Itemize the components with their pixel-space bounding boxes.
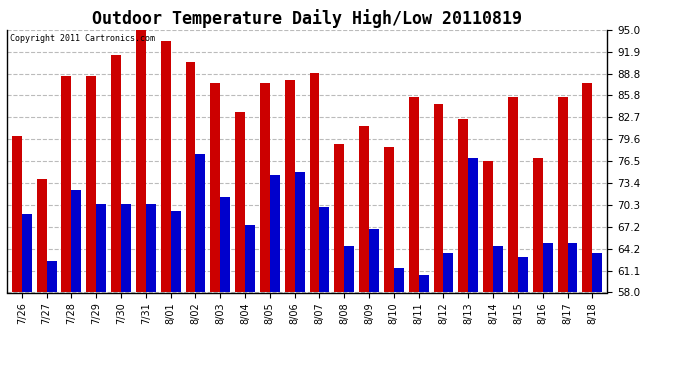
- Bar: [22, 214, 32, 292]
- Bar: [37, 179, 47, 292]
- Bar: [260, 83, 270, 292]
- Bar: [220, 197, 230, 292]
- Bar: [469, 158, 478, 292]
- Bar: [170, 211, 181, 292]
- Bar: [210, 83, 220, 292]
- Bar: [558, 98, 567, 292]
- Bar: [483, 161, 493, 292]
- Bar: [384, 147, 394, 292]
- Bar: [493, 246, 503, 292]
- Bar: [161, 40, 170, 292]
- Bar: [71, 190, 81, 292]
- Bar: [533, 158, 543, 292]
- Bar: [419, 275, 428, 292]
- Bar: [518, 257, 528, 292]
- Bar: [408, 98, 419, 292]
- Bar: [592, 254, 602, 292]
- Bar: [369, 229, 379, 292]
- Bar: [344, 246, 354, 292]
- Bar: [295, 172, 304, 292]
- Bar: [285, 80, 295, 292]
- Bar: [47, 261, 57, 292]
- Bar: [359, 126, 369, 292]
- Bar: [245, 225, 255, 292]
- Bar: [96, 204, 106, 292]
- Bar: [270, 176, 279, 292]
- Bar: [394, 268, 404, 292]
- Bar: [86, 76, 96, 292]
- Bar: [335, 144, 344, 292]
- Bar: [458, 118, 469, 292]
- Bar: [195, 154, 206, 292]
- Bar: [235, 112, 245, 292]
- Bar: [12, 136, 22, 292]
- Bar: [310, 73, 319, 292]
- Title: Outdoor Temperature Daily High/Low 20110819: Outdoor Temperature Daily High/Low 20110…: [92, 9, 522, 28]
- Bar: [319, 207, 329, 292]
- Bar: [61, 76, 71, 292]
- Text: Copyright 2011 Cartronics.com: Copyright 2011 Cartronics.com: [10, 34, 155, 43]
- Bar: [567, 243, 578, 292]
- Bar: [582, 83, 592, 292]
- Bar: [121, 204, 131, 292]
- Bar: [146, 204, 156, 292]
- Bar: [136, 30, 146, 292]
- Bar: [508, 98, 518, 292]
- Bar: [111, 55, 121, 292]
- Bar: [186, 62, 195, 292]
- Bar: [543, 243, 553, 292]
- Bar: [444, 254, 453, 292]
- Bar: [433, 105, 444, 292]
